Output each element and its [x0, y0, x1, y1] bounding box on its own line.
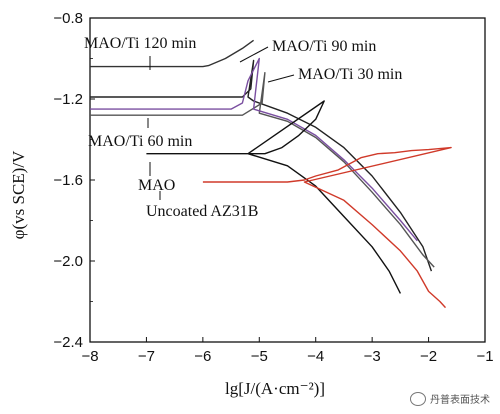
y-tick-label: −1.6: [53, 172, 83, 189]
annotation-label: Uncoated AZ31B: [146, 203, 258, 220]
wechat-icon: [410, 391, 426, 406]
y-axis-label: φ(vs SCE)/V: [9, 150, 28, 239]
x-axis-label: lg[J/(A·cm⁻²)]: [225, 379, 325, 398]
y-tick-label: −2.4: [53, 334, 83, 351]
x-tick-label: −3: [364, 348, 381, 365]
x-tick-label: −2: [420, 348, 437, 365]
y-tick-label: −0.8: [53, 10, 83, 27]
annotation-label: MAO: [138, 177, 175, 194]
annotation-label: MAO/Ti 60 min: [88, 133, 192, 150]
annotation-leader: [267, 74, 295, 83]
y-tick-label: −1.2: [53, 91, 83, 108]
series-line-mao-ti-90-min: [90, 59, 433, 272]
series-line-mao: [146, 100, 402, 294]
x-tick-label: −8: [81, 348, 98, 365]
annotation-label: MAO/Ti 30 min: [298, 66, 402, 83]
annotation-label: MAO/Ti 90 min: [272, 38, 376, 55]
watermark: 丹普表面技术: [410, 391, 490, 406]
series-line-mao-ti-60-min: [90, 57, 418, 242]
x-tick-label: −4: [307, 348, 324, 365]
series-line-mao-ti-30-min: [90, 71, 435, 268]
series-line-uncoated-az31b: [202, 146, 452, 309]
x-tick-label: −1: [476, 348, 493, 365]
x-tick-label: −6: [194, 348, 211, 365]
watermark-text: 丹普表面技术: [430, 395, 490, 406]
y-tick-label: −2.0: [53, 253, 83, 270]
x-tick-label: −7: [138, 348, 155, 365]
annotation-leader: [239, 46, 269, 63]
x-tick-label: −5: [251, 348, 268, 365]
series-line-mao-ti-120-min: [90, 39, 255, 68]
annotation-label: MAO/Ti 120 min: [84, 35, 196, 52]
